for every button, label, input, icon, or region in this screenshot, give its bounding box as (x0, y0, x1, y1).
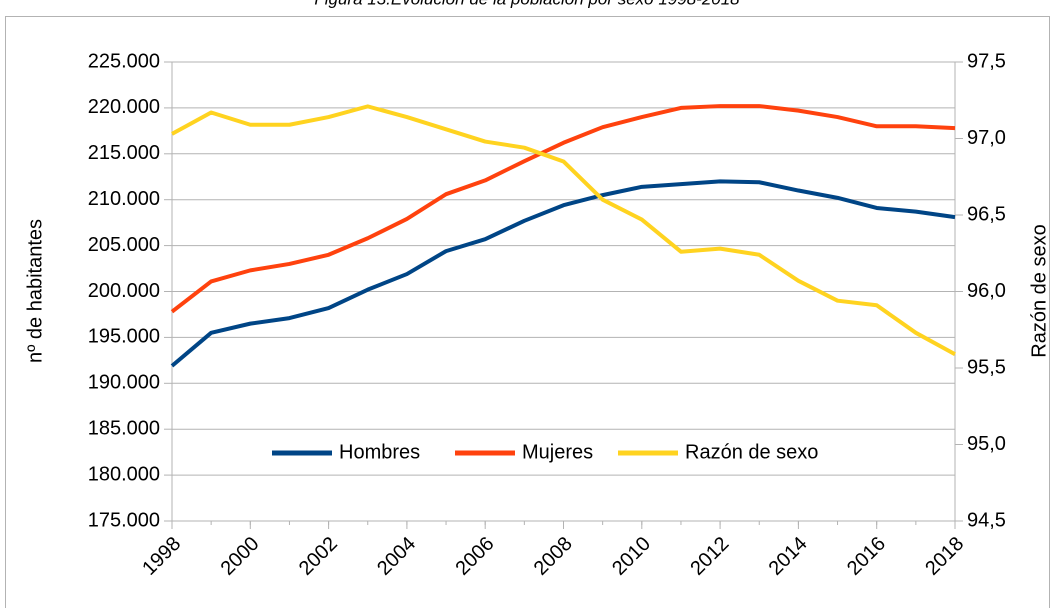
x-tick-label: 2018 (921, 533, 968, 580)
legend-label: Hombres (339, 441, 420, 463)
legend-label: Razón de sexo (685, 441, 818, 463)
y-tick-label: 225.000 (88, 50, 160, 72)
x-tick-label: 1998 (138, 533, 185, 580)
y-tick-label: 200.000 (88, 280, 160, 302)
y2-axis-label: Razón de sexo (1028, 224, 1050, 357)
x-tick-label: 2002 (295, 533, 342, 580)
x-tick-label: 2016 (843, 533, 890, 580)
y2-tick-label: 97,0 (967, 127, 1006, 149)
y2-tick-label: 94,5 (967, 509, 1006, 531)
y-tick-label: 190.000 (88, 372, 160, 394)
y2-tick-label: 96,5 (967, 203, 1006, 225)
y-tick-label: 185.000 (88, 417, 160, 439)
y-tick-label: 195.000 (88, 326, 160, 348)
chart-title: Figura 13.Evolución de la población por … (314, 0, 740, 8)
legend-label: Mujeres (522, 441, 593, 463)
chart-border (5, 16, 1050, 608)
x-tick-label: 2008 (530, 533, 577, 580)
y-tick-label: 215.000 (88, 142, 160, 164)
x-tick-label: 2010 (608, 533, 655, 580)
x-tick-label: 2014 (765, 533, 812, 580)
y2-tick-label: 96,0 (967, 280, 1006, 302)
x-tick-label: 2004 (373, 533, 420, 580)
series-line (170, 179, 956, 368)
y2-tick-label: 95,0 (967, 433, 1006, 455)
y-tick-label: 220.000 (88, 96, 160, 118)
y-tick-label: 205.000 (88, 234, 160, 256)
y2-tick-label: 95,5 (967, 356, 1006, 378)
y-tick-label: 175.000 (88, 509, 160, 531)
y-tick-label: 210.000 (88, 188, 160, 210)
y-axis-label: nº de habitantes (24, 219, 46, 363)
series-line (171, 104, 956, 356)
series-line (170, 104, 956, 314)
y-tick-label: 180.000 (88, 463, 160, 485)
x-tick-label: 2012 (686, 533, 733, 580)
y2-tick-label: 97,5 (967, 50, 1006, 72)
x-tick-label: 2006 (451, 533, 498, 580)
x-tick-label: 2000 (217, 533, 264, 580)
